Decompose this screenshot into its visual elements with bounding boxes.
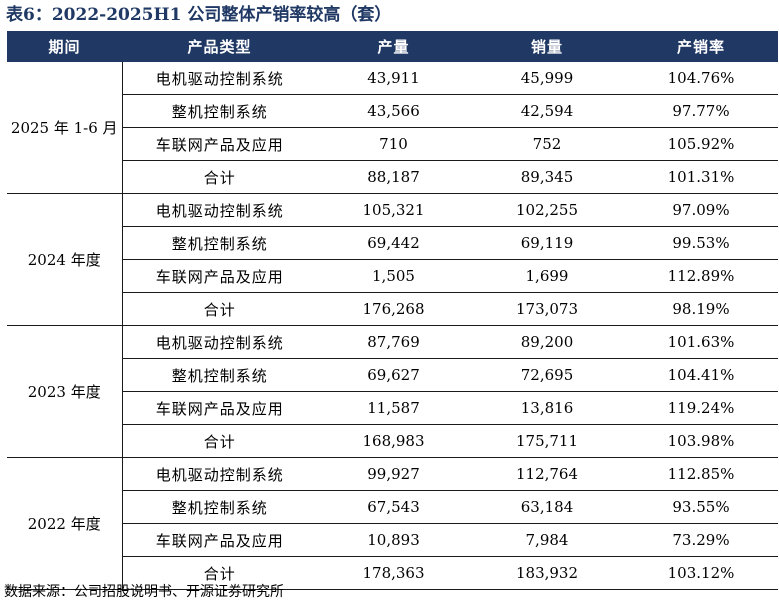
ratio-cell: 93.55% bbox=[624, 490, 778, 524]
sales-cell: 175,711 bbox=[470, 424, 624, 458]
production-cell: 87,769 bbox=[317, 325, 470, 359]
production-cell: 168,983 bbox=[317, 424, 470, 458]
product-cell: 车联网产品及应用 bbox=[122, 259, 317, 293]
header-production: 产量 bbox=[317, 31, 470, 62]
sales-cell: 1,699 bbox=[470, 259, 624, 293]
ratio-cell: 99.53% bbox=[624, 226, 778, 260]
ratio-cell: 112.89% bbox=[624, 259, 778, 293]
header-row: 期间 产品类型 产量 销量 产销率 bbox=[7, 31, 778, 62]
table-row: 车联网产品及应用 1,505 1,699 112.89% bbox=[7, 259, 778, 293]
sales-cell: 89,200 bbox=[470, 325, 624, 359]
production-cell: 99,927 bbox=[317, 457, 470, 491]
ratio-cell: 101.31% bbox=[624, 160, 778, 194]
production-cell: 69,442 bbox=[317, 226, 470, 260]
product-cell: 合计 bbox=[122, 292, 317, 326]
product-cell: 车联网产品及应用 bbox=[122, 391, 317, 425]
period-cell: 2022 年度 bbox=[7, 457, 123, 590]
table-row: 车联网产品及应用 10,893 7,984 73.29% bbox=[7, 523, 778, 557]
ratio-cell: 73.29% bbox=[624, 523, 778, 557]
product-cell: 整机控制系统 bbox=[122, 226, 317, 260]
header-product-type: 产品类型 bbox=[122, 31, 317, 62]
ratio-cell: 97.77% bbox=[624, 94, 778, 128]
ratio-cell: 104.41% bbox=[624, 358, 778, 392]
period-cell: 2024 年度 bbox=[7, 193, 123, 326]
product-cell: 电机驱动控制系统 bbox=[122, 457, 317, 491]
table-title: 表6：2022-2025H1 公司整体产销率较高（套） bbox=[6, 5, 392, 25]
table-row: 2025 年 1-6 月 电机驱动控制系统 43,911 45,999 104.… bbox=[7, 62, 778, 194]
sales-cell: 89,345 bbox=[470, 160, 624, 194]
sales-cell: 45,999 bbox=[470, 62, 624, 95]
data-source-note: 数据来源：公司招股说明书、开源证券研究所 bbox=[4, 584, 284, 600]
ratio-cell: 105.92% bbox=[624, 127, 778, 161]
production-cell: 88,187 bbox=[317, 160, 470, 194]
table-row: 整机控制系统 69,627 72,695 104.41% bbox=[7, 358, 778, 392]
product-cell: 合计 bbox=[122, 160, 317, 194]
table-row-total: 合计 176,268 173,073 98.19% bbox=[7, 292, 778, 326]
table-row: 2023 年度 电机驱动控制系统 87,769 89,200 101.63% bbox=[7, 325, 778, 458]
production-cell: 69,627 bbox=[317, 358, 470, 392]
product-cell: 合计 bbox=[122, 424, 317, 458]
table-row-total: 合计 178,363 183,932 103.12% bbox=[7, 556, 778, 590]
production-cell: 105,321 bbox=[317, 193, 470, 227]
table-row: 整机控制系统 67,543 63,184 93.55% bbox=[7, 490, 778, 524]
product-cell: 电机驱动控制系统 bbox=[122, 193, 317, 227]
sales-cell: 102,255 bbox=[470, 193, 624, 227]
sales-cell: 173,073 bbox=[470, 292, 624, 326]
table-row: 2024 年度 电机驱动控制系统 105,321 102,255 97.09% bbox=[7, 193, 778, 326]
ratio-cell: 119.24% bbox=[624, 391, 778, 425]
sales-cell: 752 bbox=[470, 127, 624, 161]
product-cell: 车联网产品及应用 bbox=[122, 127, 317, 161]
product-cell: 车联网产品及应用 bbox=[122, 523, 317, 557]
period-cell: 2023 年度 bbox=[7, 325, 123, 458]
sales-cell: 13,816 bbox=[470, 391, 624, 425]
table-row-total: 合计 88,187 89,345 101.31% bbox=[7, 160, 778, 194]
production-cell: 67,543 bbox=[317, 490, 470, 524]
ratio-cell: 103.98% bbox=[624, 424, 778, 458]
header-period: 期间 bbox=[7, 31, 122, 62]
header-ratio: 产销率 bbox=[624, 31, 778, 62]
table-row: 2022 年度 电机驱动控制系统 99,927 112,764 112.85% bbox=[7, 457, 778, 590]
product-cell: 整机控制系统 bbox=[122, 358, 317, 392]
sales-cell: 7,984 bbox=[470, 523, 624, 557]
ratio-cell: 97.09% bbox=[624, 193, 778, 227]
sales-cell: 63,184 bbox=[470, 490, 624, 524]
ratio-cell: 101.63% bbox=[624, 325, 778, 359]
production-cell: 10,893 bbox=[317, 523, 470, 557]
production-cell: 710 bbox=[317, 127, 470, 161]
product-cell: 整机控制系统 bbox=[122, 490, 317, 524]
product-cell: 电机驱动控制系统 bbox=[122, 62, 317, 95]
production-sales-table: 期间 产品类型 产量 销量 产销率 2025 年 1-6 月 电机驱动控制系统 … bbox=[7, 31, 778, 590]
production-cell: 11,587 bbox=[317, 391, 470, 425]
production-cell: 43,911 bbox=[317, 62, 470, 95]
product-cell: 合计 bbox=[122, 556, 317, 590]
production-cell: 176,268 bbox=[317, 292, 470, 326]
ratio-cell: 104.76% bbox=[624, 62, 778, 95]
product-cell: 电机驱动控制系统 bbox=[122, 325, 317, 359]
production-cell: 1,505 bbox=[317, 259, 470, 293]
sales-cell: 42,594 bbox=[470, 94, 624, 128]
sales-cell: 112,764 bbox=[470, 457, 624, 491]
period-cell: 2025 年 1-6 月 bbox=[7, 62, 123, 194]
table-row: 车联网产品及应用 710 752 105.92% bbox=[7, 127, 778, 161]
sales-cell: 183,932 bbox=[470, 556, 624, 590]
production-cell: 178,363 bbox=[317, 556, 470, 590]
table-row: 整机控制系统 43,566 42,594 97.77% bbox=[7, 94, 778, 128]
product-cell: 整机控制系统 bbox=[122, 94, 317, 128]
sales-cell: 72,695 bbox=[470, 358, 624, 392]
table-row-total: 合计 168,983 175,711 103.98% bbox=[7, 424, 778, 458]
ratio-cell: 98.19% bbox=[624, 292, 778, 326]
production-cell: 43,566 bbox=[317, 94, 470, 128]
ratio-cell: 112.85% bbox=[624, 457, 778, 491]
sales-cell: 69,119 bbox=[470, 226, 624, 260]
table-row: 车联网产品及应用 11,587 13,816 119.24% bbox=[7, 391, 778, 425]
table-row: 整机控制系统 69,442 69,119 99.53% bbox=[7, 226, 778, 260]
header-sales: 销量 bbox=[470, 31, 624, 62]
ratio-cell: 103.12% bbox=[624, 556, 778, 590]
